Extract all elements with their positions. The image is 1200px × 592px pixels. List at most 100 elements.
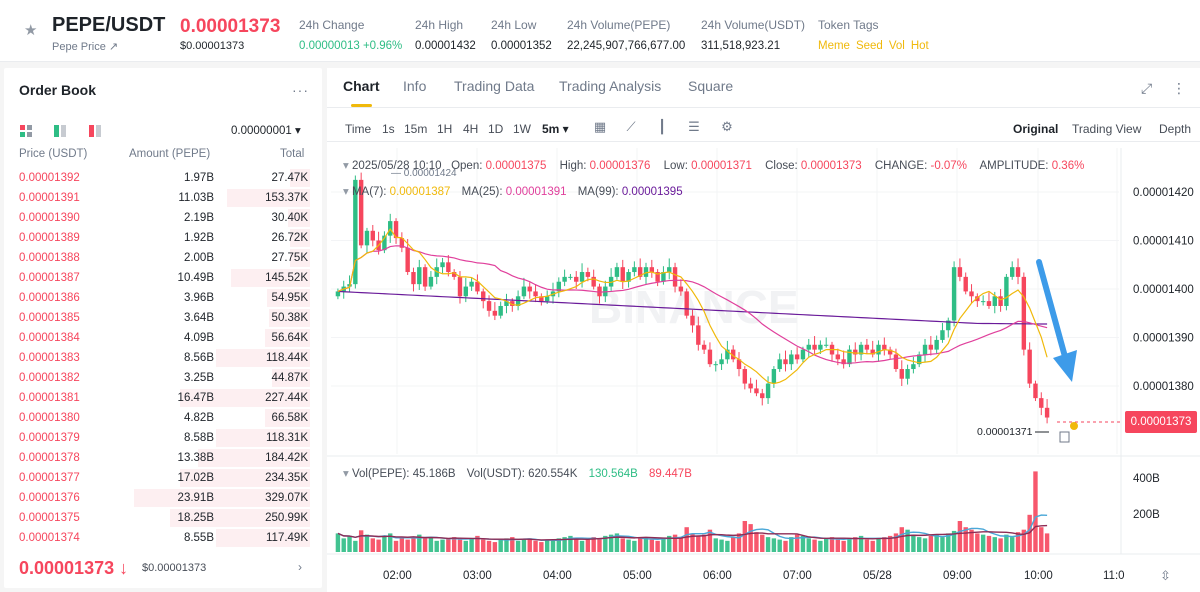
book-bids-only-icon[interactable] — [54, 125, 67, 137]
book-both-sides-icon[interactable] — [20, 125, 32, 137]
y-tick-label: 0.00001410 — [1133, 236, 1194, 248]
ask-row[interactable]: 0.00001386 3.96B 54.95K — [4, 288, 322, 308]
chart-tabs: Chart Info Trading Data Trading Analysis… — [327, 68, 1200, 108]
candlestick-chart[interactable]: 0.00001420 0.00001410 0.00001400 0.00001390… — [327, 68, 1200, 592]
candle-body — [1039, 398, 1044, 408]
y-tick-label: 0.00001390 — [1133, 333, 1194, 345]
ask-row[interactable]: 0.00001385 3.64B 50.38K — [4, 308, 322, 328]
tab-square[interactable]: Square — [688, 78, 734, 94]
candle-body — [719, 359, 724, 365]
book-asks-only-icon[interactable] — [88, 125, 101, 137]
candle-body — [771, 369, 777, 384]
ask-row[interactable]: 0.00001380 4.82B 66.58K — [4, 408, 322, 428]
ask-amount: 8.58B — [183, 432, 214, 444]
interval-1d[interactable]: 1D — [488, 122, 504, 136]
ask-row[interactable]: 0.00001388 2.00B 27.75K — [4, 248, 322, 268]
interval-1s[interactable]: 1s — [382, 122, 395, 136]
tab-chart[interactable]: Chart — [343, 78, 380, 107]
ask-row[interactable]: 0.00001378 13.38B 184.42K — [4, 448, 322, 468]
candle-body — [643, 267, 649, 277]
more-options-icon[interactable]: ··· — [292, 82, 309, 98]
interval-15m[interactable]: 15m — [404, 122, 428, 136]
ask-row[interactable]: 0.00001391 11.03B 153.37K — [4, 188, 322, 208]
tag-seed[interactable]: Seed — [855, 40, 883, 52]
volume-bar — [481, 539, 486, 552]
candle-body — [446, 262, 451, 273]
tab-trading-data[interactable]: Trading Data — [454, 78, 535, 94]
ask-row[interactable]: 0.00001381 16.47B 227.44K — [4, 388, 322, 408]
ask-amount: 4.82B — [183, 412, 214, 424]
ask-price: 0.00001386 — [19, 292, 80, 304]
high-marker-label: — 0.00001424 — [391, 168, 457, 179]
candle-body — [591, 276, 596, 287]
candle-body — [986, 301, 992, 306]
col-price: Price (USDT) — [19, 148, 88, 160]
volume-bar — [504, 538, 509, 552]
indicator-icon[interactable]: ⟋ — [626, 119, 636, 134]
ask-row[interactable]: 0.00001379 8.58B 118.31K — [4, 428, 322, 448]
ask-row[interactable]: 0.00001376 23.91B 329.07K — [4, 488, 322, 508]
interval-time[interactable]: Time — [345, 122, 372, 136]
interval-4h[interactable]: 4H — [463, 122, 479, 136]
ask-row[interactable]: 0.00001384 4.09B 56.64K — [4, 328, 322, 348]
pair-subtitle-link[interactable]: Pepe Price ↗ — [52, 41, 119, 53]
tab-trading-analysis[interactable]: Trading Analysis — [559, 78, 662, 94]
view-trading-view[interactable]: Trading View — [1072, 122, 1142, 136]
volume-bar — [574, 538, 579, 552]
more-vertical-icon[interactable]: ⋮ — [1172, 80, 1186, 96]
candle-body — [823, 344, 829, 346]
ask-price: 0.00001384 — [19, 332, 80, 344]
volume-bar — [649, 539, 655, 552]
candle-body — [544, 296, 550, 302]
open-label: Open: — [451, 160, 483, 172]
candle-body — [946, 320, 951, 331]
ohlc-info: ▾ 2025/05/28 10:10 Open: 0.00001375 High… — [343, 160, 1085, 172]
ask-row[interactable]: 0.00001387 10.49B 145.52K — [4, 268, 322, 288]
volume-bar — [934, 534, 939, 552]
favorite-star-icon[interactable]: ★ — [24, 22, 38, 39]
candle-body — [492, 310, 498, 316]
interval-1h[interactable]: 1H — [437, 122, 453, 136]
candle-body — [620, 267, 625, 282]
x-tick-label: 07:00 — [783, 570, 812, 582]
tag-hot[interactable]: Hot — [910, 40, 929, 52]
view-depth[interactable]: Depth — [1159, 122, 1192, 136]
ask-price: 0.00001382 — [19, 372, 80, 384]
interval-5m[interactable]: 5m ▾ — [542, 122, 569, 136]
ask-row[interactable]: 0.00001390 2.19B 30.40K — [4, 208, 322, 228]
drawing-tools-icon[interactable]: ☰ — [688, 119, 700, 134]
ask-row[interactable]: 0.00001392 1.97B 27.47K — [4, 168, 322, 188]
ask-row[interactable]: 0.00001389 1.92B 26.72K — [4, 228, 322, 248]
tag-meme[interactable]: Meme — [818, 40, 850, 52]
candle-type-icon[interactable]: ┃ — [658, 119, 666, 134]
stat-value: 0.00001352 — [491, 40, 552, 52]
more-chevron-icon[interactable]: › — [298, 560, 302, 574]
calendar-icon[interactable]: ▦ — [593, 119, 607, 134]
tab-info[interactable]: Info — [403, 78, 427, 94]
expand-icon[interactable]: ⤢ — [1141, 80, 1153, 96]
tag-vol[interactable]: Vol — [888, 40, 905, 52]
candle-body — [847, 349, 852, 365]
ask-row[interactable]: 0.00001382 3.25B 44.87K — [4, 368, 322, 388]
settings-gear-icon[interactable]: ⚙ — [721, 119, 733, 134]
volume-bar — [760, 534, 765, 552]
y-tick-label: 0.00001420 — [1133, 187, 1194, 199]
interval-1w[interactable]: 1W — [513, 122, 531, 136]
depth-bar — [269, 309, 310, 327]
precision-select[interactable]: 0.00000001 ▾ — [231, 125, 301, 137]
ask-row[interactable]: 0.00001377 17.02B 234.35K — [4, 468, 322, 488]
candle-body — [637, 267, 643, 277]
view-original[interactable]: Original — [1013, 122, 1059, 136]
candle-body — [498, 305, 503, 316]
depth-bar — [134, 489, 310, 507]
candle-body — [556, 281, 562, 292]
ask-row[interactable]: 0.00001375 18.25B 250.99K — [4, 508, 322, 528]
ask-total: 56.64K — [271, 332, 308, 344]
volume-bar — [922, 538, 928, 552]
candle-body — [730, 349, 736, 360]
candle-body — [527, 286, 532, 292]
ask-row[interactable]: 0.00001374 8.55B 117.49K — [4, 528, 322, 548]
ask-row[interactable]: 0.00001383 8.56B 118.44K — [4, 348, 322, 368]
candle-body — [411, 272, 416, 285]
ask-price: 0.00001392 — [19, 172, 80, 184]
